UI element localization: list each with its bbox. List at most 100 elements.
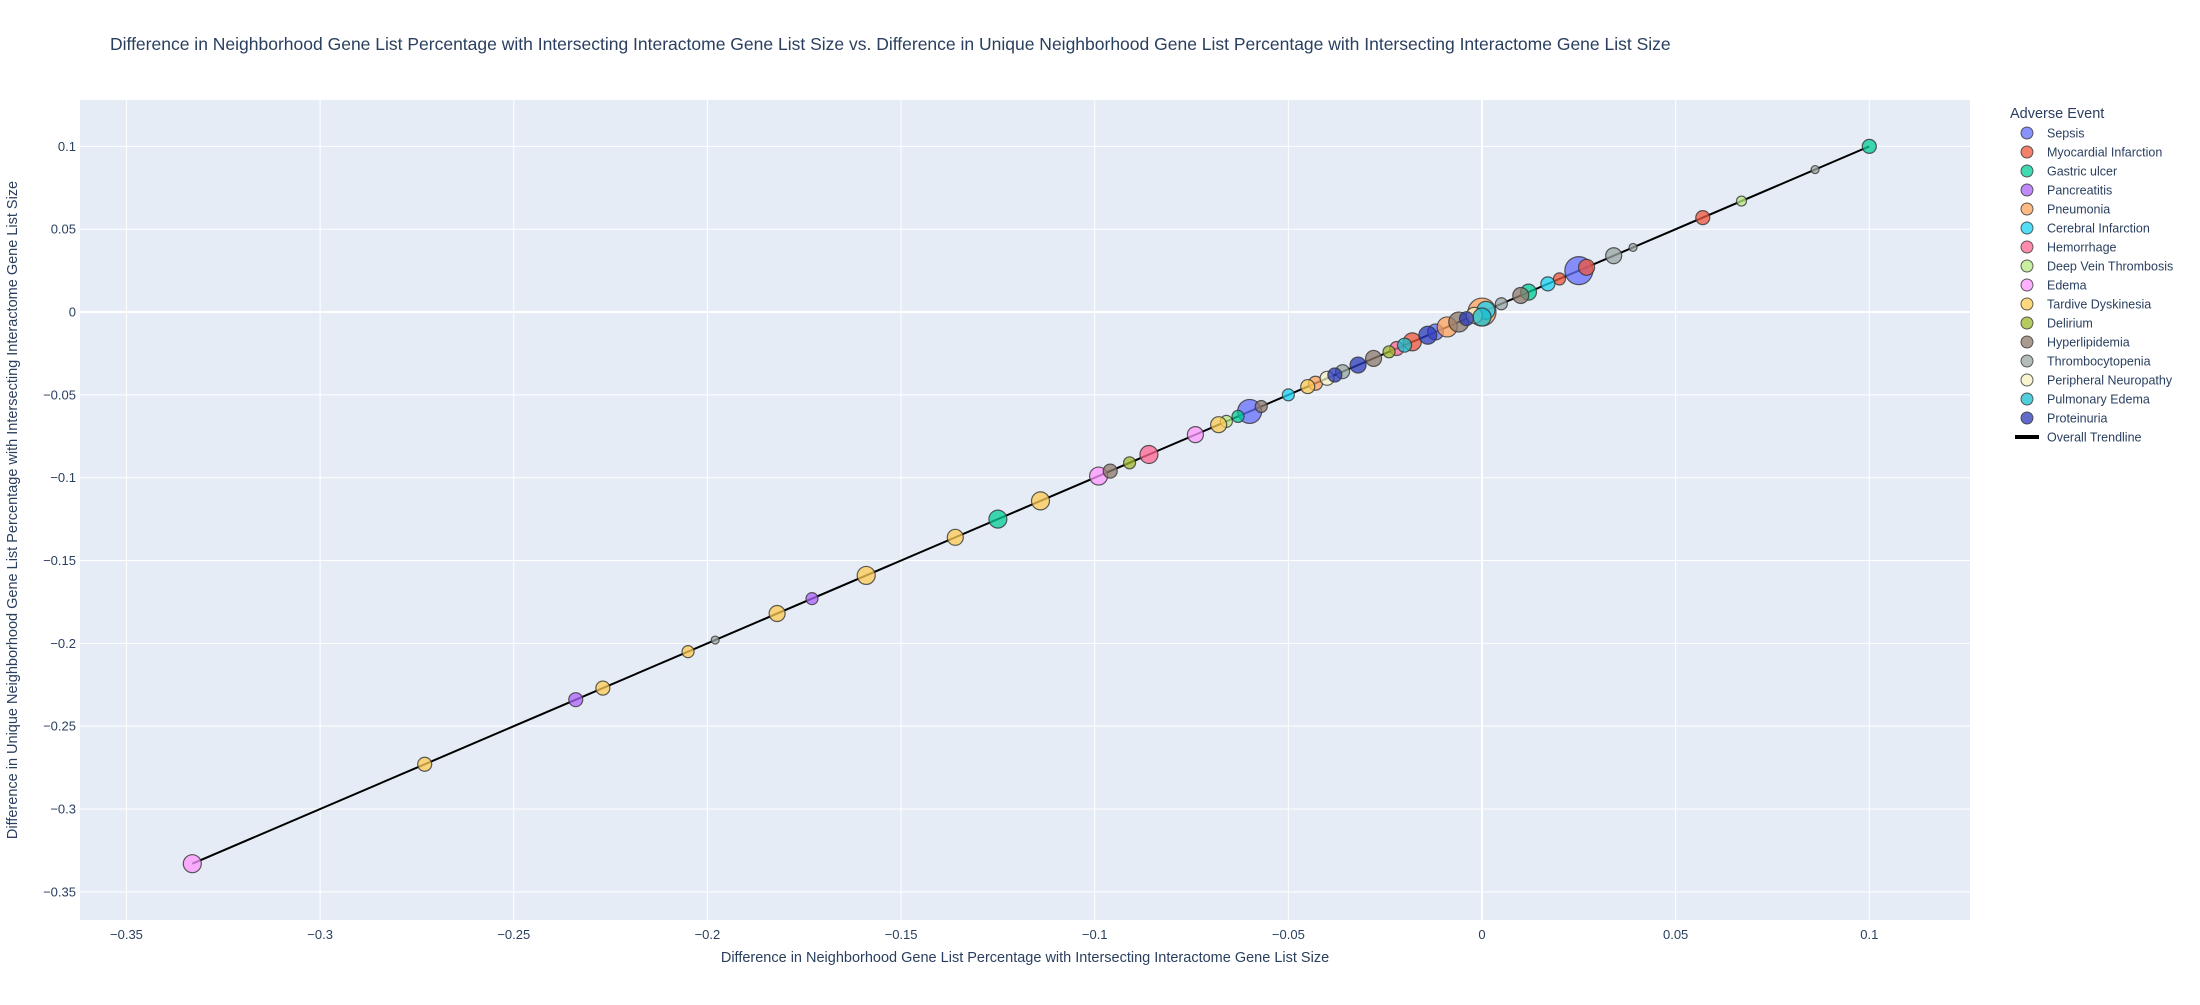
point-thrombocytopenia[interactable] — [710, 635, 720, 645]
point-proteinuria[interactable] — [1458, 311, 1475, 327]
legend-item-overall-trendline[interactable]: Overall Trendline — [2015, 431, 2142, 445]
legend-item-hemorrhage[interactable]: Hemorrhage — [2020, 240, 2117, 255]
legend-item-delirium[interactable]: Delirium — [2020, 316, 2093, 331]
y-tick-label: 0.05 — [51, 222, 76, 237]
legend-item-peripheral-neuropathy[interactable]: Peripheral Neuropathy — [2020, 373, 2173, 388]
x-tick-label: 0.05 — [1663, 927, 1688, 942]
legend-label: Hemorrhage — [2047, 241, 2117, 255]
legend-item-pneumonia[interactable]: Pneumonia — [2020, 202, 2110, 217]
legend-item-tardive-dyskinesia[interactable]: Tardive Dyskinesia — [2020, 297, 2151, 312]
point-proteinuria[interactable] — [1327, 367, 1343, 383]
legend-title: Adverse Event — [2010, 106, 2104, 122]
legend-label: Delirium — [2047, 317, 2093, 331]
y-tick-label: 0 — [69, 305, 76, 320]
point-proteinuria[interactable] — [1349, 356, 1367, 374]
y-tick-label: −0.05 — [43, 387, 76, 402]
legend-marker — [2020, 183, 2034, 197]
legend-label: Edema — [2047, 279, 2087, 293]
point-cerebral-infarction[interactable] — [1540, 276, 1556, 292]
y-axis-title: Difference in Unique Neighborhood Gene L… — [5, 181, 21, 839]
point-pulmonary-edema[interactable] — [1396, 337, 1413, 353]
legend-marker — [2020, 297, 2034, 311]
x-tick-label: −0.1 — [1082, 927, 1108, 942]
point-thrombocytopenia[interactable] — [1605, 247, 1623, 265]
point-pancreatitis[interactable] — [805, 592, 819, 606]
legend-item-pulmonary-edema[interactable]: Pulmonary Edema — [2020, 392, 2150, 407]
legend-item-pancreatitis[interactable]: Pancreatitis — [2020, 183, 2112, 198]
legend[interactable]: Adverse Event Sepsis Myocardial Infarctio… — [2010, 106, 2173, 445]
legend-marker — [2020, 259, 2034, 273]
grid-lines — [80, 100, 1970, 920]
legend-marker — [2020, 221, 2034, 235]
point-cerebral-infarction[interactable] — [1281, 388, 1295, 402]
legend-marker — [2020, 373, 2034, 387]
point-pulmonary-edema[interactable] — [1472, 307, 1492, 327]
y-tick-label: −0.35 — [43, 884, 76, 899]
point-proteinuria[interactable] — [1418, 325, 1438, 345]
legend-label: Sepsis — [2047, 127, 2085, 141]
point-edema[interactable] — [1186, 426, 1205, 444]
x-tick-label: −0.2 — [695, 927, 721, 942]
legend-item-myocardial-infarction[interactable]: Myocardial Infarction — [2020, 145, 2162, 160]
legend-label: Hyperlipidemia — [2047, 336, 2130, 350]
legend-item-edema[interactable]: Edema — [2020, 278, 2087, 293]
point-tardive-dyskinesia[interactable] — [768, 604, 786, 623]
x-tick-label: −0.05 — [1272, 927, 1305, 942]
legend-item-cerebral-infarction[interactable]: Cerebral Infarction — [2020, 221, 2150, 236]
legend-item-proteinuria[interactable]: Proteinuria — [2020, 411, 2107, 426]
point-tardive-dyskinesia[interactable] — [856, 565, 876, 586]
legend-items[interactable]: Sepsis Myocardial Infarction Gastric ulcer… — [2015, 126, 2173, 445]
legend-marker — [2020, 202, 2034, 216]
point-hyperlipidemia[interactable] — [1364, 349, 1383, 368]
point-hyperlipidemia[interactable] — [1512, 286, 1530, 305]
legend-item-hyperlipidemia[interactable]: Hyperlipidemia — [2020, 335, 2130, 350]
point-thrombocytopenia[interactable] — [1810, 164, 1820, 175]
legend-label: Pancreatitis — [2047, 184, 2112, 198]
plot-area — [80, 100, 1970, 920]
point-hyperlipidemia[interactable] — [1254, 399, 1268, 414]
legend-item-deep-vein-thrombosis[interactable]: Deep Vein Thrombosis — [2020, 259, 2173, 274]
point-gastric-ulcer[interactable] — [1231, 409, 1245, 424]
x-axis-ticks: −0.35 −0.3 −0.25 −0.2 −0.15 −0.1 −0.05 0 0.05 0.1 — [110, 927, 1878, 942]
point-tardive-dyskinesia[interactable] — [595, 680, 611, 696]
legend-item-gastric-ulcer[interactable]: Gastric ulcer — [2020, 164, 2117, 179]
point-hyperlipidemia[interactable] — [1102, 463, 1118, 479]
legend-label: Proteinuria — [2047, 412, 2107, 426]
point-thrombocytopenia[interactable] — [1494, 297, 1508, 311]
point-delirium[interactable] — [1382, 345, 1396, 359]
legend-item-thrombocytopenia[interactable]: Thrombocytopenia — [2020, 354, 2151, 369]
y-axis-ticks: −0.35 −0.3 −0.25 −0.2 −0.15 −0.1 −0.05 0 0.05 0.1 — [43, 139, 76, 899]
point-gastric-ulcer[interactable] — [1861, 138, 1877, 154]
point-pancreatitis[interactable] — [568, 692, 584, 708]
x-tick-label: −0.25 — [497, 927, 530, 942]
legend-marker — [2020, 278, 2034, 292]
point-delirium[interactable] — [1122, 456, 1137, 470]
legend-marker — [2020, 164, 2034, 178]
point-myocardial-infarction[interactable] — [1577, 258, 1596, 276]
y-tick-label: 0.1 — [58, 139, 76, 154]
y-tick-label: −0.25 — [43, 719, 76, 734]
point-deep-vein-thrombosis[interactable] — [1735, 195, 1748, 207]
point-tardive-dyskinesia[interactable] — [1030, 491, 1051, 511]
point-myocardial-infarction[interactable] — [1695, 210, 1711, 226]
y-tick-label: −0.1 — [50, 470, 76, 485]
point-tardive-dyskinesia[interactable] — [417, 756, 433, 772]
point-tardive-dyskinesia[interactable] — [681, 645, 695, 659]
legend-marker — [2020, 335, 2034, 349]
legend-marker — [2020, 240, 2034, 254]
legend-item-sepsis[interactable]: Sepsis — [2020, 126, 2085, 141]
legend-marker — [2020, 316, 2034, 330]
legend-label: Peripheral Neuropathy — [2047, 374, 2173, 388]
point-tardive-dyskinesia[interactable] — [946, 528, 964, 546]
legend-label: Myocardial Infarction — [2047, 146, 2162, 160]
legend-marker — [2020, 411, 2034, 425]
legend-label: Pulmonary Edema — [2047, 393, 2150, 407]
point-tardive-dyskinesia[interactable] — [1300, 378, 1316, 395]
point-edema[interactable] — [182, 854, 202, 874]
legend-marker — [2020, 354, 2034, 368]
point-gastric-ulcer[interactable] — [988, 509, 1008, 529]
point-hemorrhage[interactable] — [1139, 444, 1159, 465]
point-thrombocytopenia[interactable] — [1628, 242, 1638, 253]
point-tardive-dyskinesia[interactable] — [1210, 416, 1228, 434]
